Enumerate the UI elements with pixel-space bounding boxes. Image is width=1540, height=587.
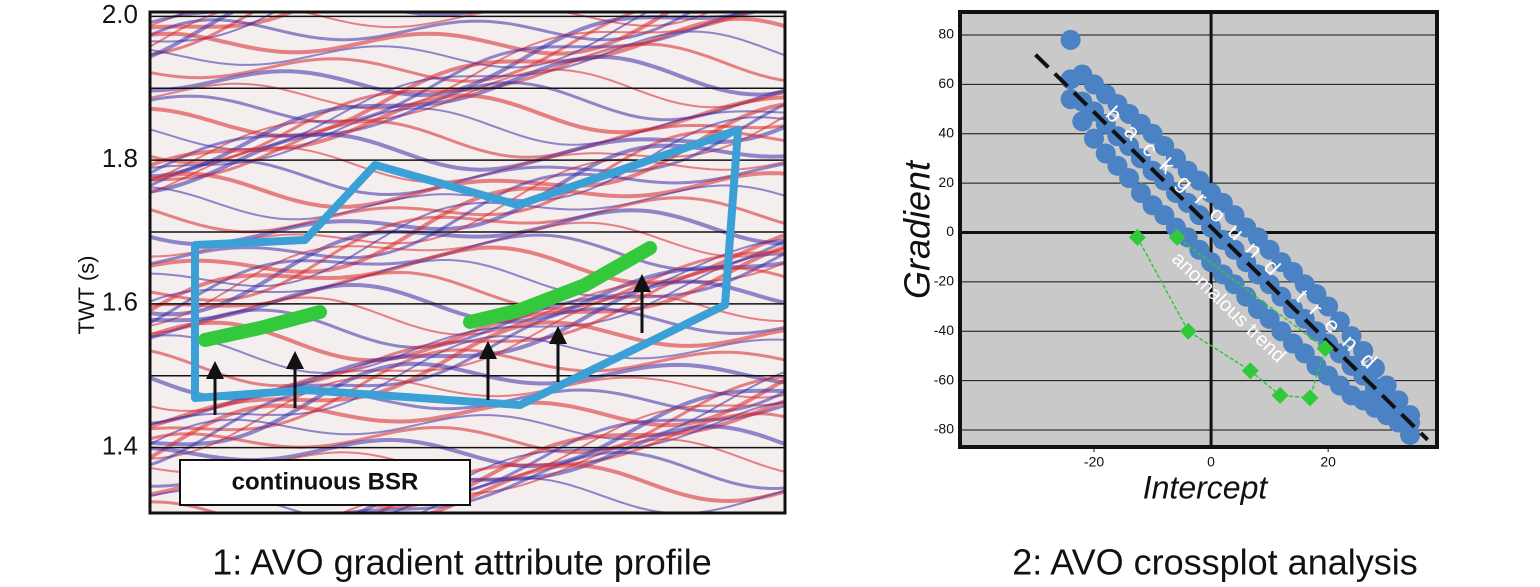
seismic-reflector xyxy=(150,12,673,56)
y-tick-label: -40 xyxy=(934,322,954,338)
x-tick-label: 0 xyxy=(1207,454,1215,470)
seismic-reflector xyxy=(150,376,785,460)
x-tick-label: 20 xyxy=(1320,454,1336,470)
y-tick-label: 20 xyxy=(938,174,954,190)
seismic-reflector xyxy=(150,12,762,98)
crossplot: 80 60 40 20 0 -20 -40 -60 -80 -20 0 20 xyxy=(934,12,1437,470)
seismic-reflector xyxy=(150,184,785,288)
y-tick-label: -80 xyxy=(934,421,954,437)
point xyxy=(1084,128,1105,149)
point xyxy=(1119,168,1140,189)
seismic-reflector xyxy=(150,250,785,311)
seismic-reflector xyxy=(150,320,785,429)
y-tick-label: 2.0 xyxy=(102,0,138,29)
left-frame xyxy=(148,10,787,515)
y-tick-label: -60 xyxy=(934,371,954,387)
y-tick-label: 1.6 xyxy=(102,287,138,317)
point xyxy=(1318,296,1339,317)
seismic-reflector xyxy=(150,12,640,83)
x-tick-label: -20 xyxy=(1084,454,1104,470)
seismic-reflector xyxy=(150,12,257,57)
point xyxy=(1376,375,1397,396)
y-axis-label: Gradient xyxy=(897,159,938,299)
y-tick-label: 80 xyxy=(938,26,954,42)
trend-line xyxy=(1034,53,1430,442)
point xyxy=(1353,340,1374,361)
bsr-outline xyxy=(191,126,742,409)
y-tick-label: 40 xyxy=(938,124,954,140)
seismic-reflector xyxy=(150,196,785,302)
y-tick-label: -20 xyxy=(934,273,954,289)
bsr-pick xyxy=(198,305,327,347)
x-axis-label: Intercept xyxy=(1143,469,1269,505)
arrows xyxy=(206,274,651,415)
right-frame xyxy=(958,10,1439,449)
seismic-reflector xyxy=(150,16,785,138)
seismic-reflector xyxy=(150,12,650,69)
point xyxy=(1060,29,1081,50)
y-tick-label: 60 xyxy=(938,75,954,91)
caption: 2: AVO crossplot analysis xyxy=(1012,542,1418,583)
seismic-reflector xyxy=(150,68,785,182)
point xyxy=(1341,326,1362,347)
point xyxy=(1364,358,1385,379)
seismic-reflector xyxy=(150,375,785,455)
seismic-reflector xyxy=(150,348,785,432)
point xyxy=(1400,424,1421,445)
y-tick-label: 0 xyxy=(946,223,954,239)
caption: 1: AVO gradient attribute profile xyxy=(212,542,712,583)
y-tick-label: 1.8 xyxy=(102,143,138,173)
bsr-pick xyxy=(463,241,657,329)
seismic-reflector xyxy=(150,124,785,194)
point xyxy=(1329,311,1350,332)
y-axis-label: TWT (s) xyxy=(74,255,99,334)
seismic-reflector xyxy=(150,162,785,266)
seismic-reflector xyxy=(150,361,785,447)
seismic-reflector xyxy=(150,102,785,197)
y-tick-label: 1.4 xyxy=(102,430,138,460)
annotation-box xyxy=(179,459,471,506)
seismic-reflector xyxy=(150,377,785,460)
seismic-reflector xyxy=(150,171,785,274)
seismic-reflector xyxy=(150,335,785,426)
annotation: continuous BSR xyxy=(232,468,419,495)
left-grid: 1.4 1.6 1.8 2.0 xyxy=(102,0,785,460)
